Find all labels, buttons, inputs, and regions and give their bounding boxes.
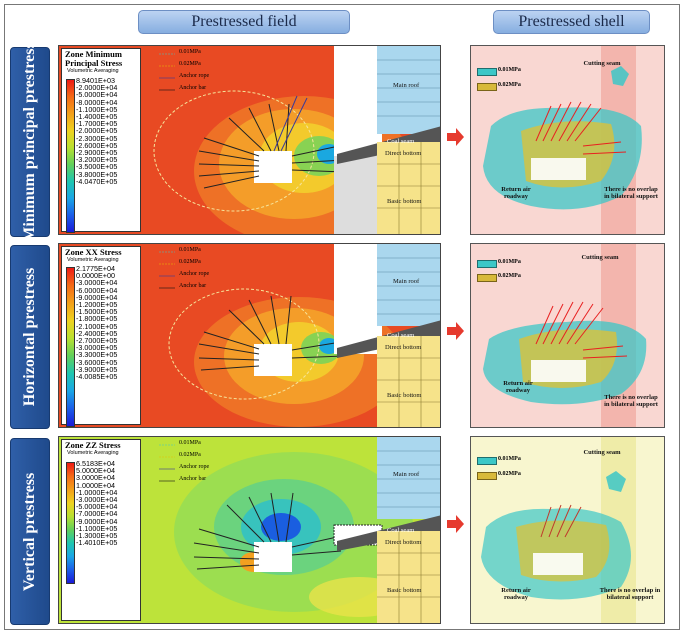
legend-title: Zone XX Stress <box>65 247 122 257</box>
direct-bottom-label: Direct bottom <box>385 344 422 351</box>
roadway-section <box>254 542 292 572</box>
main-roof-layer <box>377 46 440 134</box>
shell-key-002 <box>477 472 497 480</box>
stress-legend: Zone Minimum Principal Stress Volumetric… <box>61 48 141 233</box>
shell-key-001-label: 0.01MPa <box>498 456 521 462</box>
shell-key-001 <box>477 68 497 76</box>
side-label-vertical: Vertical prestress <box>10 438 50 625</box>
bottom-layers <box>377 336 440 427</box>
shell-panel-vertical: 0.01MPa 0.02MPa Cutting seam Return air … <box>470 436 665 624</box>
cutting-seam-label: Cutting seam <box>583 60 621 67</box>
legend-subtitle: Volumetric Averaging <box>67 68 119 74</box>
basic-bottom-label: Basic bottom <box>387 198 422 205</box>
key-002mpa: 0.02MPa <box>179 259 201 265</box>
direct-bottom-label: Direct bottom <box>385 539 422 546</box>
legend-ticks: 8.9401E+03 -2.0000E+04 -5.0000E+04 -8.0000… <box>76 76 118 186</box>
stress-legend: Zone XX Stress Volumetric Averaging 2.17… <box>61 246 141 427</box>
key-anchor-bar: Anchor bar <box>179 85 207 91</box>
bottom-layers <box>377 142 440 234</box>
legend-ticks: 6.5183E+04 5.0000E+04 3.0000E+04 1.0000E+0… <box>76 459 118 548</box>
stress-legend: Zone ZZ Stress Volumetric Averaging 6.51… <box>61 439 141 621</box>
key-001mpa: 0.01MPa <box>179 49 201 55</box>
legend-title: Zone ZZ Stress <box>65 440 121 450</box>
key-001mpa: 0.01MPa <box>179 440 201 446</box>
roadway-section <box>254 344 292 376</box>
main-roof-layer <box>377 437 440 519</box>
cutting-seam-label: Cutting seam <box>583 449 621 456</box>
color-bar <box>66 267 75 427</box>
side-label-minimum-principal: Minimum principal prestress <box>10 42 50 242</box>
roadway-section <box>254 151 292 183</box>
color-bar <box>66 462 75 584</box>
direct-bottom-label: Direct bottom <box>385 150 422 157</box>
key-anchor-bar: Anchor bar <box>179 476 207 482</box>
key-anchor-rope: Anchor rope <box>179 464 210 470</box>
field-panel-vertical: 0.01MPa 0.02MPa Anchor rope Anchor bar M… <box>58 436 441 624</box>
color-bar <box>66 79 75 233</box>
no-overlap-label: There is no overlap in bilateral support <box>599 587 661 601</box>
main-roof-layer <box>377 244 440 326</box>
basic-bottom-label: Basic bottom <box>387 392 422 399</box>
anchor-lines <box>193 492 342 570</box>
coal-seam-label: Coal seam <box>387 138 415 145</box>
arrow-right-icon <box>447 322 464 340</box>
bottom-layers <box>377 531 440 623</box>
shell-panel-minimum: 0.01MPa 0.02MPa Cutting seam Return air … <box>470 45 665 235</box>
header-prestressed-shell: Prestressed shell <box>493 10 650 34</box>
main-roof-label: Main roof <box>393 82 420 89</box>
legend-ticks: 2.1775E+04 0.0000E+00 -3.0000E+04 -6.0000E… <box>76 264 118 382</box>
key-anchor-rope: Anchor rope <box>179 271 210 277</box>
shell-key-001-label: 0.01MPa <box>498 259 521 265</box>
anchor-lines <box>198 295 345 371</box>
main-roof-label: Main roof <box>393 471 420 478</box>
return-air-label: Return air roadway <box>501 186 531 200</box>
key-001mpa: 0.01MPa <box>179 247 201 253</box>
return-air-label: Return air roadway <box>503 380 533 394</box>
shell-key-002-label: 0.02MPa <box>498 471 521 477</box>
shell-key-002-label: 0.02MPa <box>498 273 521 279</box>
prestressed-shell-render <box>471 244 664 427</box>
legend-subtitle: Volumetric Averaging <box>67 257 119 263</box>
key-002mpa: 0.02MPa <box>179 61 201 67</box>
key-anchor-rope: Anchor rope <box>179 73 210 79</box>
legend-subtitle: Volumetric Averaging <box>67 450 119 456</box>
main-roof-label: Main roof <box>393 278 420 285</box>
key-002mpa: 0.02MPa <box>179 452 201 458</box>
no-overlap-label: There is no overlap in bilateral support <box>604 394 658 408</box>
shell-key-002 <box>477 274 497 282</box>
header-prestressed-field: Prestressed field <box>138 10 350 34</box>
shell-panel-horizontal: 0.01MPa 0.02MPa Cutting seam Return air … <box>470 243 665 428</box>
arrow-right-icon <box>447 128 464 146</box>
basic-bottom-label: Basic bottom <box>387 587 422 594</box>
shell-key-001-label: 0.01MPa <box>498 67 521 73</box>
prestressed-shell-render <box>471 46 664 234</box>
shell-key-001 <box>477 457 497 465</box>
arrow-right-icon <box>447 515 464 533</box>
figure-frame <box>4 4 680 630</box>
cutting-seam-label: Cutting seam <box>581 254 619 261</box>
shell-key-002 <box>477 83 497 91</box>
coal-seam-label: Coal seam <box>387 332 415 339</box>
no-overlap-label: There is no overlap in bilateral support <box>604 186 658 200</box>
coal-seam-label: Coal seam <box>387 527 415 534</box>
field-panel-minimum: 0.01MPa 0.02MPa Anchor rope Anchor bar M… <box>58 45 441 235</box>
legend-title: Zone Minimum Principal Stress <box>65 49 123 68</box>
field-panel-horizontal: 0.01MPa 0.02MPa Anchor rope Anchor bar M… <box>58 243 441 428</box>
shell-key-002-label: 0.02MPa <box>498 82 521 88</box>
prestressed-shell-render <box>471 437 664 623</box>
side-label-horizontal: Horizontal prestress <box>10 245 50 429</box>
key-anchor-bar: Anchor bar <box>179 283 207 289</box>
shell-key-001 <box>477 260 497 268</box>
return-air-label: Return air roadway <box>501 587 531 601</box>
